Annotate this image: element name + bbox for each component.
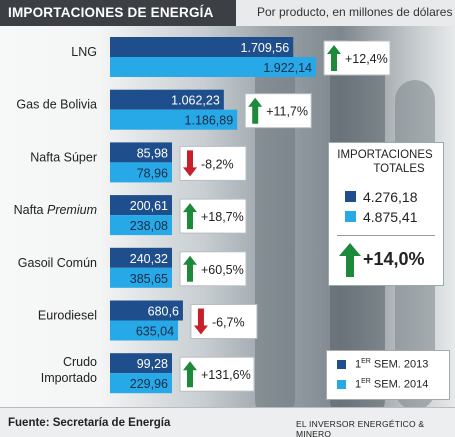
down-arrow-icon	[183, 150, 197, 177]
bar-2014	[110, 162, 172, 183]
chart-title: IMPORTACIONES DE ENERGÍA	[8, 5, 214, 20]
totals-value-2013: 4.276,18	[363, 189, 418, 205]
publisher-credit: EL INVERSOR ENERGÉTICO & MINERO	[296, 419, 425, 437]
category-label: Eurodiesel	[38, 309, 97, 323]
bar-2014	[110, 373, 172, 394]
data-label: 200,61	[130, 199, 168, 213]
data-label: 1.186,89	[185, 114, 234, 128]
totals-change: +14,0%	[363, 249, 425, 269]
bar-chart: LNG 1.709,56 1.922,14 +12,4% Gas de Bolivia 1…	[14, 37, 391, 394]
bar-2014	[110, 57, 316, 77]
bar-2013	[110, 300, 183, 321]
bar-2014	[110, 267, 172, 288]
bar-2013	[110, 37, 294, 57]
totals-row-2014: 4.875,41	[345, 209, 437, 225]
totals-value-2014: 4.875,41	[363, 209, 418, 225]
totals-box: IMPORTACIONES TOTALES 4.276,18 4.875,41 …	[328, 142, 444, 286]
category-label: Nafta Premium	[14, 203, 97, 217]
bar-2013	[110, 247, 172, 268]
data-label: 240,32	[130, 252, 168, 266]
totals-title: IMPORTACIONES TOTALES	[329, 148, 441, 176]
data-label: 1.922,14	[263, 61, 312, 75]
data-label: 635,04	[136, 325, 174, 339]
chart-subtitle: Por producto, en millones de dólares	[257, 5, 453, 19]
totals-title-line-2: TOTALES	[373, 163, 425, 175]
footer: Fuente: Secretaría de Energía EL INVERSO…	[0, 407, 455, 437]
data-label: 85,98	[137, 146, 168, 160]
category-label: Nafta Súper	[30, 150, 97, 164]
totals-row-2013: 4.276,18	[345, 189, 437, 205]
down-arrow-icon	[193, 308, 208, 335]
totals-title-line-1: IMPORTACIONES	[337, 149, 433, 161]
change-label: +60,5%	[201, 263, 244, 277]
change-label: +11,7%	[266, 105, 308, 119]
change-label: +131,6%	[201, 368, 251, 382]
change-label: -8,2%	[201, 157, 234, 171]
header: IMPORTACIONES DE ENERGÍA Por producto, e…	[0, 0, 455, 26]
legend-swatch-2013	[337, 360, 346, 369]
bar-2013	[110, 195, 172, 216]
bar-2014	[110, 320, 179, 341]
up-arrow-icon	[183, 203, 197, 230]
data-label: 99,28	[137, 357, 168, 371]
change-label: +12,4%	[345, 52, 388, 66]
legend-swatch-2014	[337, 380, 346, 389]
legend-label-2014: 1ER SEM. 2014	[355, 378, 429, 391]
totals-swatch-2013	[345, 191, 356, 202]
up-arrow-icon	[327, 45, 341, 71]
up-arrow-icon	[339, 243, 361, 277]
up-arrow-icon	[183, 361, 197, 388]
data-label: 1.062,23	[171, 94, 220, 108]
source-note: Fuente: Secretaría de Energía	[8, 417, 171, 429]
change-label: +18,7%	[201, 210, 244, 224]
legend: 1ER SEM. 2013 1ER SEM. 2014	[326, 350, 450, 400]
bar-2013	[110, 142, 172, 163]
bar-2013	[110, 89, 224, 110]
totals-swatch-2014	[345, 211, 356, 222]
data-label: 238,08	[130, 219, 168, 233]
legend-label-2013: 1ER SEM. 2013	[355, 358, 429, 371]
bar-2014	[110, 109, 238, 130]
up-arrow-icon	[248, 97, 263, 124]
totals-divider	[337, 235, 435, 236]
category-label: Gasoil Común	[18, 256, 97, 270]
data-label: 229,96	[130, 377, 168, 391]
data-label: 385,65	[130, 272, 168, 286]
category-label: LNG	[71, 45, 97, 59]
data-label: 1.709,56	[241, 41, 290, 55]
data-label: 78,96	[137, 166, 168, 180]
category-label: Crudo Importado	[41, 355, 97, 385]
category-label: Gas de Bolivia	[16, 98, 97, 112]
change-label: -6,7%	[212, 316, 245, 330]
bar-2013	[110, 353, 172, 374]
bar-2014	[110, 215, 172, 236]
up-arrow-icon	[183, 255, 197, 282]
title-box: IMPORTACIONES DE ENERGÍA	[0, 0, 236, 26]
data-label: 680,6	[148, 305, 179, 319]
